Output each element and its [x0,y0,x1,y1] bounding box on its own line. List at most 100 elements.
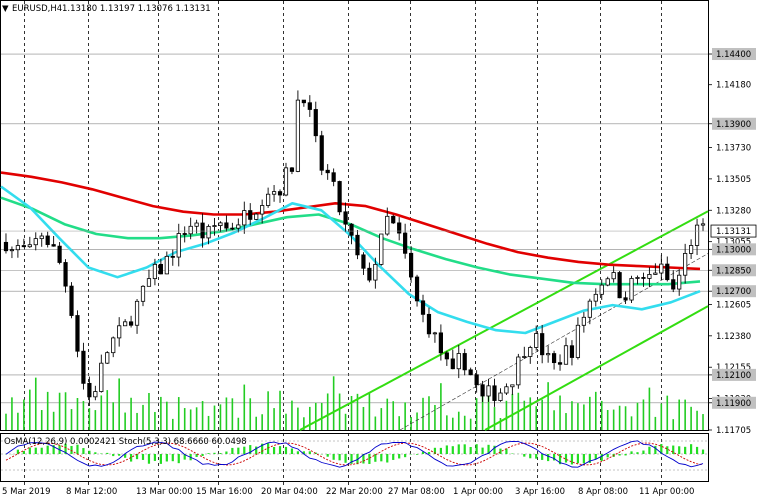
candle-body-52 [313,109,318,137]
candle-body-14 [87,382,92,398]
candle-body-109 [653,272,658,275]
candle-body-51 [307,102,312,110]
candle-body-26 [158,263,163,275]
candle-body-96 [575,324,581,358]
candle-body-30 [182,233,187,235]
candle-body-106 [635,277,640,279]
candle-body-36 [218,222,223,226]
candle-body-103 [617,272,622,299]
candle-body-7 [45,235,50,245]
candle-body-33 [200,222,205,239]
price-tick-10: 1.12605 [716,300,751,310]
candle-body-20 [123,321,128,327]
candle-body-76 [456,353,461,370]
candle-body-6 [39,235,44,240]
candle-body-19 [117,325,122,339]
candle-body-68 [408,252,414,278]
candle-body-117 [700,223,706,226]
candle-body-94 [563,345,569,365]
candle-body-39 [236,224,241,229]
price-label-bg-15 [712,396,756,409]
candle-body-40 [242,210,247,226]
candle-body-71 [426,313,432,335]
time-tick-1: 8 Mar 12:00 [66,487,117,497]
time-tick-8: 3 Apr 16:00 [515,487,565,497]
candle-body-56 [337,181,342,213]
oscillator-header: OsMA(12,26,9) 0.0002421 Stoch(5,3,3) 68.… [4,437,247,447]
time-tick-6: 27 Mar 08:00 [388,487,445,497]
time-tick-3: 15 Mar 16:00 [196,487,253,497]
candle-body-27 [164,255,169,275]
grid-lines [1,1,708,481]
candle-body-55 [331,172,336,182]
price-tick-13: 1.12100 [716,371,751,381]
candle-body-75 [450,358,455,370]
price-tick-15: 1.11900 [716,399,751,409]
price-tick-3: 1.13730 [716,143,751,153]
candle-body-81 [486,385,491,397]
current-price-label: 1.13131 [716,227,751,237]
candle-body-113 [677,274,682,290]
candle-body-61 [367,267,372,281]
candle-body-80 [480,384,485,397]
candle-body-37 [224,222,229,229]
candle-body-13 [81,350,86,384]
main-plot-frame [0,0,709,431]
candle-body-83 [498,392,503,401]
candle-body-107 [641,277,646,279]
candle-body-49 [295,99,301,172]
candle-body-85 [510,384,515,388]
time-tick-2: 13 Mar 00:00 [136,487,193,497]
price-tick-1: 1.14180 [716,81,751,91]
candle-body-34 [206,225,211,239]
candle-body-22 [134,300,140,326]
candle-body-111 [665,263,670,281]
candle-body-105 [629,278,634,301]
candle-body-28 [170,255,175,258]
candle-body-60 [361,254,366,269]
candle-body-12 [75,315,80,352]
price-tick-11: 1.12380 [716,332,751,342]
candle-body-23 [140,285,146,302]
candle-body-95 [569,345,575,358]
candle-body-73 [438,332,443,354]
candle-body-24 [146,278,152,287]
candle-body-42 [254,213,259,220]
candle-body-21 [128,321,134,326]
candle-body-104 [623,297,628,301]
candle-body-98 [587,300,592,318]
price-tick-9: 1.12700 [716,287,751,297]
candle-body-64 [385,215,390,235]
candle-body-84 [504,386,509,394]
price-label-bg-7 [712,243,756,256]
channel-upper-line [299,210,709,431]
candle-body-77 [462,353,467,371]
oscillator-panel [1,440,708,471]
candle-body-63 [379,233,384,265]
price-tick-0: 1.14400 [716,50,751,60]
candle-body-0 [3,241,9,252]
candle-body-9 [57,245,62,263]
candle-body-78 [468,369,473,376]
candle-body-87 [522,356,527,358]
candle-body-11 [69,285,74,316]
triangle-down-icon[interactable]: ▼ [2,4,9,14]
candle-body-91 [546,353,551,356]
candle-body-72 [432,332,438,335]
candle-body-54 [325,169,330,174]
candle-body-108 [647,274,652,279]
ma-line-2 [0,185,701,335]
chart-symbol: EURUSD,H4 [12,4,62,14]
candle-body-47 [283,167,289,196]
candle-body-62 [373,263,378,281]
candle-body-86 [516,356,521,386]
ma-line-0 [0,171,701,271]
time-axis: 5 Mar 2019 8 Mar 12:00 13 Mar 00:00 15 Mar … [2,481,694,497]
candle-body-3 [21,245,26,248]
candle-body-110 [659,263,664,274]
candle-body-97 [581,316,586,326]
candle-body-8 [51,244,56,247]
price-tick-16: 1.11705 [716,426,751,436]
